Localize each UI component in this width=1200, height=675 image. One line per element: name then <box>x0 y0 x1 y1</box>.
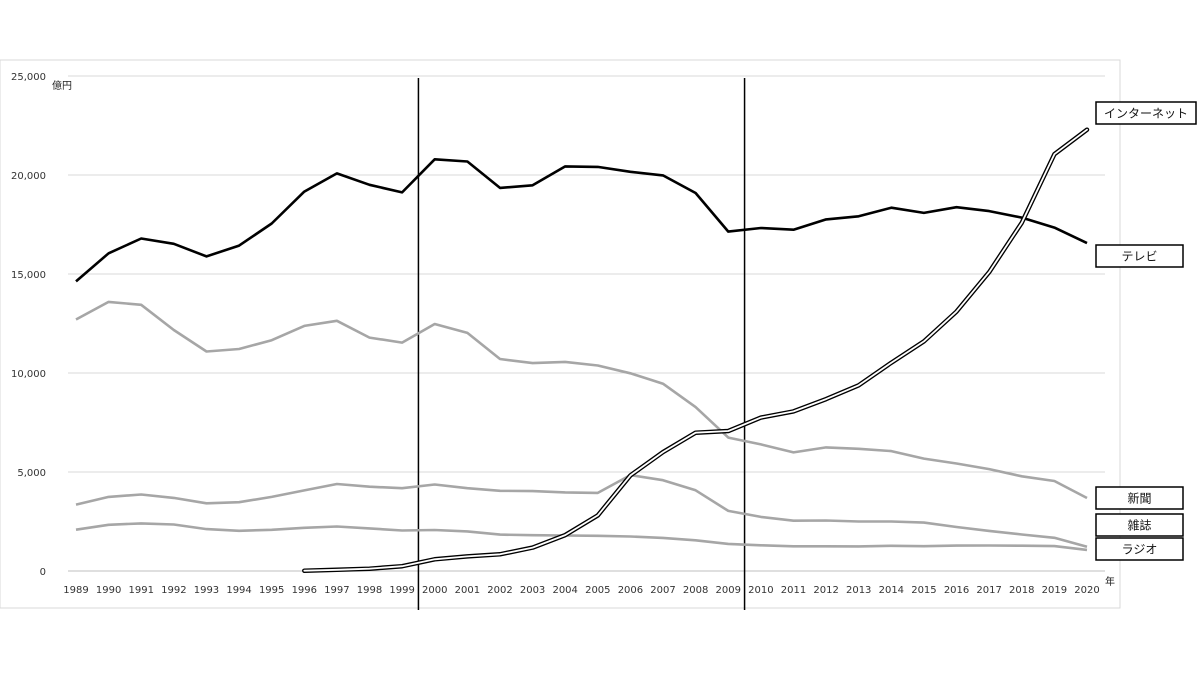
x-tick-label: 2000 <box>422 585 447 596</box>
x-tick-label: 1996 <box>292 585 317 596</box>
y-axis-unit-label: 億円 <box>52 79 72 92</box>
y-axis-ticks: 0 5,000 10,000 15,000 20,000 25,000 <box>11 72 46 578</box>
x-tick-label: 2014 <box>879 585 904 596</box>
x-tick-label: 1991 <box>128 585 153 596</box>
x-tick-label: 2007 <box>650 585 675 596</box>
x-tick-label: 2008 <box>683 585 708 596</box>
legend-box <box>1095 486 1184 510</box>
series-line <box>303 128 1088 572</box>
y-tick-label: 15,000 <box>11 270 46 281</box>
y-tick-label: 5,000 <box>17 468 46 479</box>
x-axis-unit-label: 年 <box>1105 575 1115 588</box>
x-tick-label: 1993 <box>194 585 219 596</box>
x-tick-label: 2011 <box>781 585 806 596</box>
x-tick-label: 2017 <box>976 585 1001 596</box>
x-tick-label: 2016 <box>944 585 969 596</box>
x-tick-label: 2020 <box>1074 585 1099 596</box>
vertical-markers <box>417 78 746 610</box>
x-tick-label: 2013 <box>846 585 871 596</box>
y-tick-label: 0 <box>40 567 46 578</box>
gridlines <box>68 75 1105 572</box>
legend-label: 雑誌 <box>1127 518 1151 533</box>
x-tick-label: 2012 <box>813 585 838 596</box>
x-tick-label: 2015 <box>911 585 936 596</box>
legend-box <box>1095 244 1184 268</box>
y-tick-label: 10,000 <box>11 369 46 380</box>
legend-label: 新聞 <box>1127 491 1151 506</box>
x-tick-label: 1994 <box>226 585 251 596</box>
legend-box <box>1095 101 1197 125</box>
legend-label: インターネット <box>1104 107 1188 121</box>
x-tick-label: 2018 <box>1009 585 1034 596</box>
series-line <box>75 473 1088 549</box>
x-tick-label: 2001 <box>455 585 480 596</box>
x-tick-label: 2005 <box>585 585 610 596</box>
x-tick-label: 1990 <box>96 585 121 596</box>
x-tick-label: 1998 <box>357 585 382 596</box>
legend-box <box>1095 513 1184 537</box>
x-tick-label: 2019 <box>1042 585 1067 596</box>
series-line <box>75 300 1088 500</box>
series-line <box>75 158 1088 283</box>
legend-item: テレビ <box>1095 244 1184 268</box>
x-tick-label: 1995 <box>259 585 284 596</box>
legend-label: テレビ <box>1121 250 1157 264</box>
series-line <box>75 522 1088 552</box>
x-tick-label: 1989 <box>63 585 88 596</box>
x-tick-label: 2010 <box>748 585 773 596</box>
x-tick-label: 1992 <box>161 585 186 596</box>
x-tick-label: 2006 <box>618 585 643 596</box>
legend-item: ラジオ <box>1095 537 1184 561</box>
legend-label: ラジオ <box>1122 543 1158 557</box>
y-tick-label: 25,000 <box>11 72 46 83</box>
x-tick-label: 1997 <box>324 585 349 596</box>
x-tick-label: 2009 <box>716 585 741 596</box>
x-tick-label: 2002 <box>487 585 512 596</box>
series-lines <box>75 127 1090 573</box>
legend-item: 雑誌 <box>1095 513 1184 537</box>
x-tick-label: 1999 <box>389 585 414 596</box>
x-axis-ticks: 1989 1990 1991 1992 1993 1994 1995 1996 1997 1998… <box>63 585 1099 596</box>
y-tick-label: 20,000 <box>11 171 46 182</box>
legend-item: インターネット <box>1095 101 1197 125</box>
legend-item: 新聞 <box>1095 486 1184 510</box>
legend-box <box>1095 537 1184 561</box>
x-tick-label: 2003 <box>520 585 545 596</box>
x-tick-label: 2004 <box>552 585 577 596</box>
